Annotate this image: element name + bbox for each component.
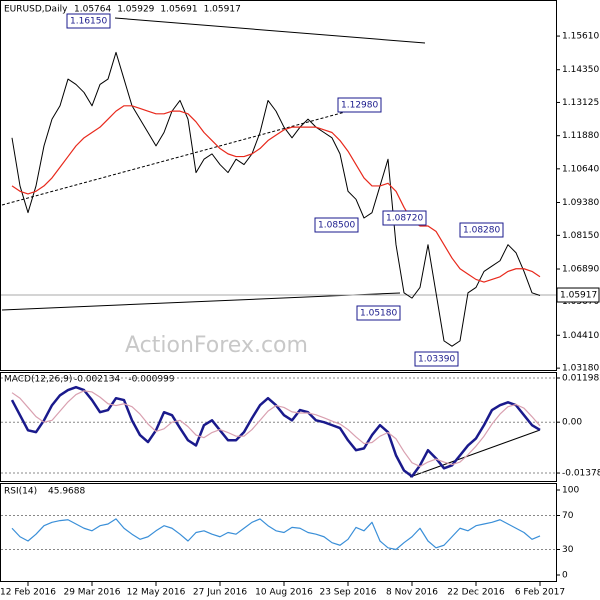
- price-label-box: [414, 351, 459, 367]
- price-label-box: [314, 217, 359, 233]
- y-tick-label: 1.08150: [562, 231, 599, 241]
- y-tick-label: 0.00: [562, 418, 582, 428]
- y-tick-label: 1.09380: [562, 198, 599, 208]
- readout-value: -0.002134: [74, 375, 120, 385]
- price-label: 1.16150: [70, 17, 107, 27]
- price-label: 1.08500: [318, 221, 355, 231]
- y-tick-label: 30: [562, 545, 574, 555]
- macd-panel: [0, 372, 557, 482]
- watermark: ActionForex.com: [125, 333, 308, 358]
- price-label: 1.12980: [341, 101, 378, 111]
- rsi-panel: [0, 483, 557, 582]
- series-line: [11, 390, 541, 468]
- readout-value: -0.000999: [128, 375, 174, 385]
- x-tick-label: 12 Feb 2016: [0, 588, 56, 598]
- x-tick-label: 27 Jun 2016: [193, 588, 247, 598]
- indicator-title: RSI(14): [4, 487, 37, 497]
- readout-value: 45.9688: [48, 487, 85, 497]
- x-tick-label: 6 Feb 2017: [515, 588, 565, 598]
- series-line: [11, 518, 541, 551]
- y-tick-label: 1.14350: [562, 65, 599, 75]
- y-tick-label: 1.13125: [562, 98, 599, 108]
- x-tick-label: 22 Dec 2016: [447, 588, 505, 598]
- price-label-box: [459, 222, 504, 238]
- x-tick-label: 29 Mar 2016: [63, 588, 120, 598]
- x-tick-label: 8 Nov 2016: [386, 588, 438, 598]
- y-tick-label: 1.15610: [562, 32, 599, 42]
- current-price-label: 1.05917: [560, 291, 597, 301]
- symbol: EURUSD,Daily: [4, 5, 68, 15]
- y-tick-label: 1.11880: [562, 131, 599, 141]
- x-tick-label: 10 Aug 2016: [255, 588, 313, 598]
- price-label: 1.08280: [463, 226, 500, 236]
- y-tick-label: 70: [562, 511, 574, 521]
- header: EURUSD,Daily: [4, 5, 68, 15]
- x-tick-label: 23 Sep 2016: [319, 588, 376, 598]
- trend-line: [114, 17, 426, 44]
- trend-line: [409, 429, 541, 478]
- y-tick-label: 100: [562, 486, 579, 496]
- y-tick-label: 1.03180: [562, 364, 599, 374]
- readout-value: 1.05917: [204, 5, 241, 15]
- price-panel: [0, 0, 557, 371]
- series-line: [11, 51, 541, 347]
- y-tick-label: 1.10640: [562, 164, 599, 174]
- indicator-title: MACD(12,26,9): [4, 375, 72, 385]
- price-label-box: [337, 97, 382, 113]
- y-tick-label: -0.013788: [562, 469, 600, 479]
- readout-value: 1.05764: [74, 5, 111, 15]
- y-tick-label: 0.011982: [562, 374, 600, 384]
- price-label-box: [66, 13, 111, 29]
- series-line: [11, 105, 541, 283]
- trend-line: [1, 292, 401, 311]
- price-label-box: [356, 305, 401, 321]
- y-tick-label: 0: [562, 571, 568, 581]
- price-label-box: [382, 210, 427, 226]
- x-tick-label: 12 May 2016: [127, 588, 186, 598]
- current-price-box: [556, 287, 600, 303]
- y-tick-label: 1.06890: [562, 265, 599, 275]
- price-label: 1.08720: [386, 214, 423, 224]
- readout-value: 1.05691: [160, 5, 197, 15]
- price-label: 1.05180: [360, 309, 397, 319]
- price-label: 1.03390: [418, 355, 455, 365]
- y-tick-label: 1.04410: [562, 331, 599, 341]
- trend-line: [1, 111, 346, 206]
- readout-value: 1.05929: [117, 5, 154, 15]
